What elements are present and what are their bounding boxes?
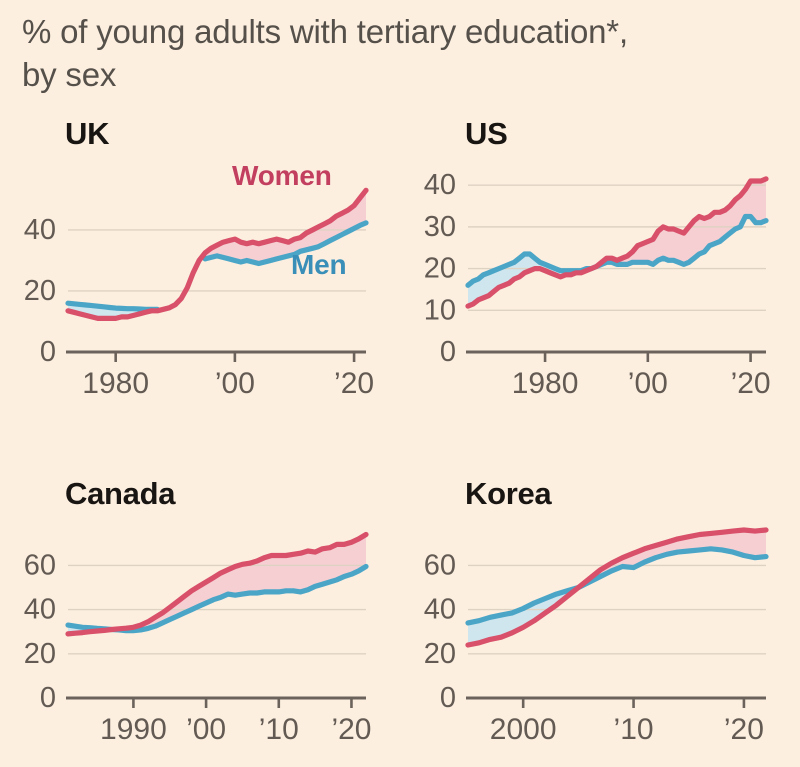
svg-text:40: 40	[424, 169, 456, 201]
svg-text:40: 40	[24, 594, 56, 626]
svg-text:60: 60	[24, 549, 56, 581]
svg-text:1980: 1980	[82, 367, 149, 400]
svg-text:1990: 1990	[100, 713, 167, 746]
svg-text:’00: ’00	[628, 367, 668, 400]
svg-text:1980: 1980	[512, 367, 579, 400]
svg-text:’20: ’20	[724, 713, 764, 746]
svg-text:’10: ’10	[259, 713, 299, 746]
panel-title-canada: Canada	[65, 476, 176, 511]
svg-text:’20: ’20	[331, 713, 371, 746]
panel-korea: Korea 0 20 40 60 2000 ’10 ’20	[400, 450, 800, 767]
women-series-label: Women	[232, 160, 332, 191]
men-series-label: Men	[291, 249, 347, 280]
svg-text:20: 20	[24, 275, 56, 307]
svg-text:20: 20	[424, 638, 456, 670]
svg-text:0: 0	[40, 336, 56, 368]
svg-text:2000: 2000	[490, 713, 557, 746]
svg-text:0: 0	[440, 682, 456, 714]
panel-title-korea: Korea	[465, 476, 552, 511]
svg-text:’20: ’20	[334, 367, 374, 400]
svg-text:’00: ’00	[186, 713, 226, 746]
panel-title-us: US	[465, 116, 508, 151]
svg-text:0: 0	[440, 336, 456, 368]
svg-text:’10: ’10	[614, 713, 654, 746]
svg-text:’00: ’00	[215, 367, 255, 400]
figure-title-line1: % of young adults with tertiary educatio…	[22, 13, 628, 50]
svg-text:30: 30	[424, 211, 456, 243]
panel-uk: UK 0 20 40 1980 ’00 ’20 Women Men	[0, 110, 400, 400]
uk-line-chart: 0 20 40 1980 ’00 ’20	[24, 187, 374, 400]
svg-text:’20: ’20	[731, 367, 771, 400]
svg-text:20: 20	[24, 638, 56, 670]
svg-text:60: 60	[424, 549, 456, 581]
figure-title: % of young adults with tertiary educatio…	[22, 10, 628, 96]
svg-text:20: 20	[424, 253, 456, 285]
svg-text:0: 0	[40, 682, 56, 714]
svg-text:40: 40	[24, 214, 56, 246]
panel-title-uk: UK	[65, 116, 110, 151]
korea-line-chart: 0 20 40 60 2000 ’10 ’20	[424, 527, 769, 746]
canada-line-chart: 0 20 40 60 1990 ’00 ’10 ’20	[24, 531, 371, 746]
us-line-chart: 0 10 20 30 40 1980 ’00 ’20	[424, 169, 771, 400]
svg-text:40: 40	[424, 594, 456, 626]
figure-title-line2: by sex	[22, 56, 117, 93]
panel-canada: Canada 0 20 40 60 1990 ’00 ’10 ’20	[0, 450, 400, 767]
svg-text:10: 10	[424, 294, 456, 326]
panel-us: US 0 10 20 30 40 1980 ’00 ’20	[400, 110, 800, 400]
